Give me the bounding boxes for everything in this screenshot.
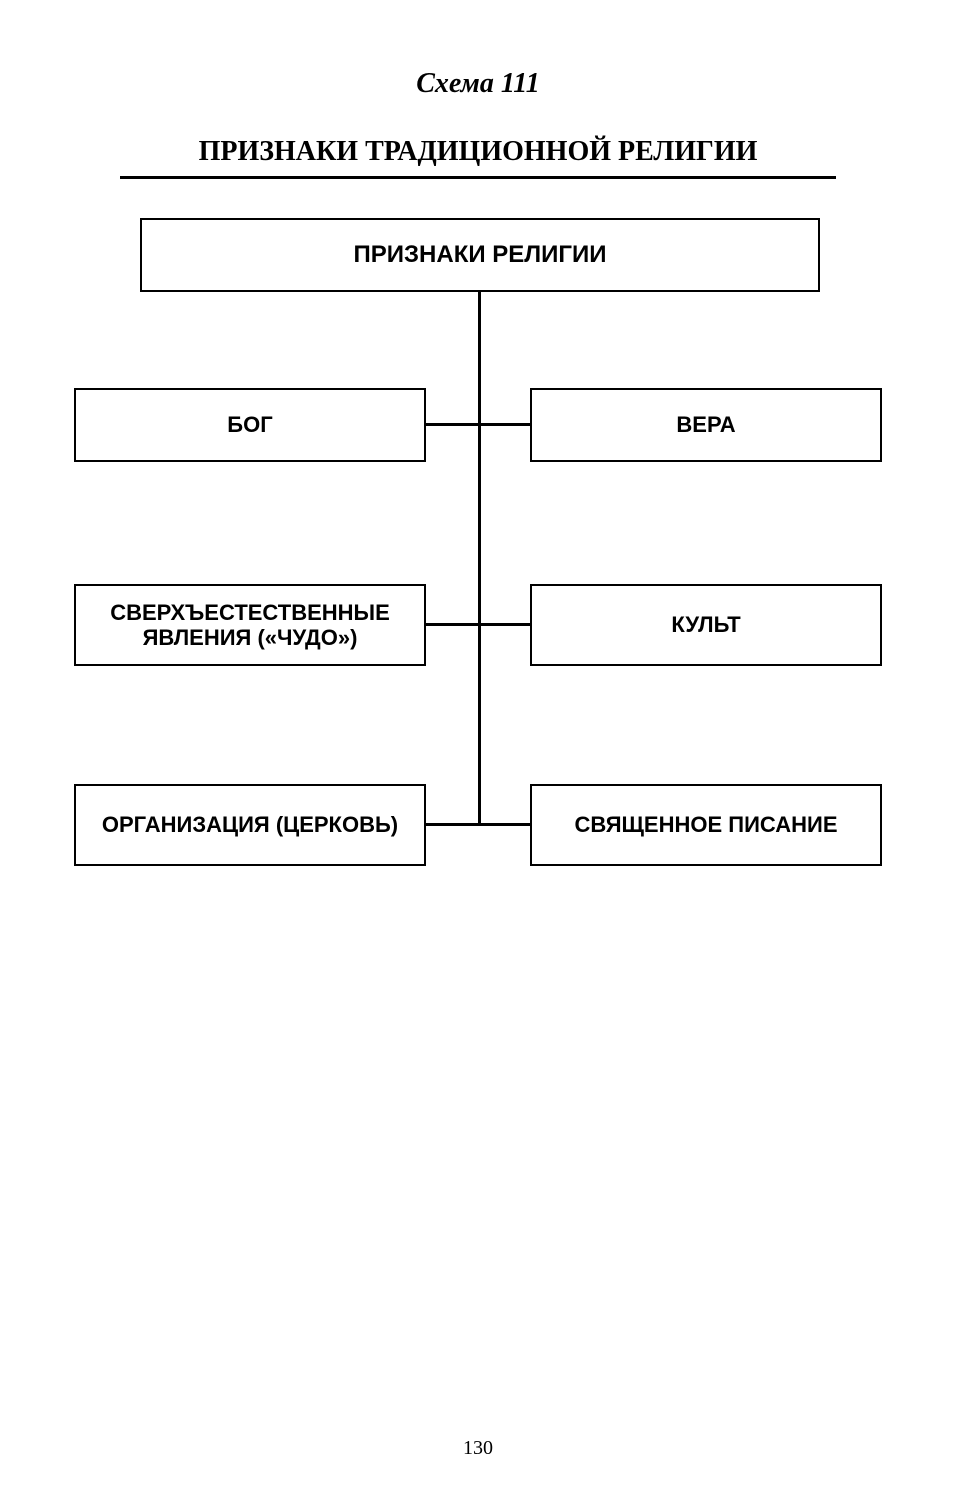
node-root-label: ПРИЗНАКИ РЕЛИГИИ [354,241,607,269]
node-scripture: СВЯЩЕННОЕ ПИСАНИЕ [530,784,882,866]
page: Схема 111 ПРИЗНАКИ ТРАДИЦИОННОЙ РЕЛИГИИ … [0,0,956,1500]
node-kult: КУЛЬТ [530,584,882,666]
node-root: ПРИЗНАКИ РЕЛИГИИ [140,218,820,292]
node-supernatural: СВЕРХЪЕСТЕСТВЕННЫЕ ЯВЛЕНИЯ («ЧУДО») [74,584,426,666]
node-organization: ОРГАНИЗАЦИЯ (ЦЕРКОВЬ) [74,784,426,866]
node-label: СВЯЩЕННОЕ ПИСАНИЕ [574,812,837,837]
connector-trunk [478,292,481,826]
connector-row-2 [426,623,530,626]
title-rule [120,176,836,179]
node-label: КУЛЬТ [671,612,740,637]
node-label: БОГ [227,412,272,437]
node-label: СВЕРХЪЕСТЕСТВЕННЫЕ ЯВЛЕНИЯ («ЧУДО») [84,600,416,651]
connector-row-1 [426,423,530,426]
node-vera: ВЕРА [530,388,882,462]
page-number: 130 [0,1437,956,1460]
connector-row-3 [426,823,530,826]
node-label: ВЕРА [676,412,735,437]
node-bog: БОГ [74,388,426,462]
diagram-supertitle: Схема 111 [0,68,956,100]
diagram-title: ПРИЗНАКИ ТРАДИЦИОННОЙ РЕЛИГИИ [0,136,956,168]
node-label: ОРГАНИЗАЦИЯ (ЦЕРКОВЬ) [102,812,398,837]
